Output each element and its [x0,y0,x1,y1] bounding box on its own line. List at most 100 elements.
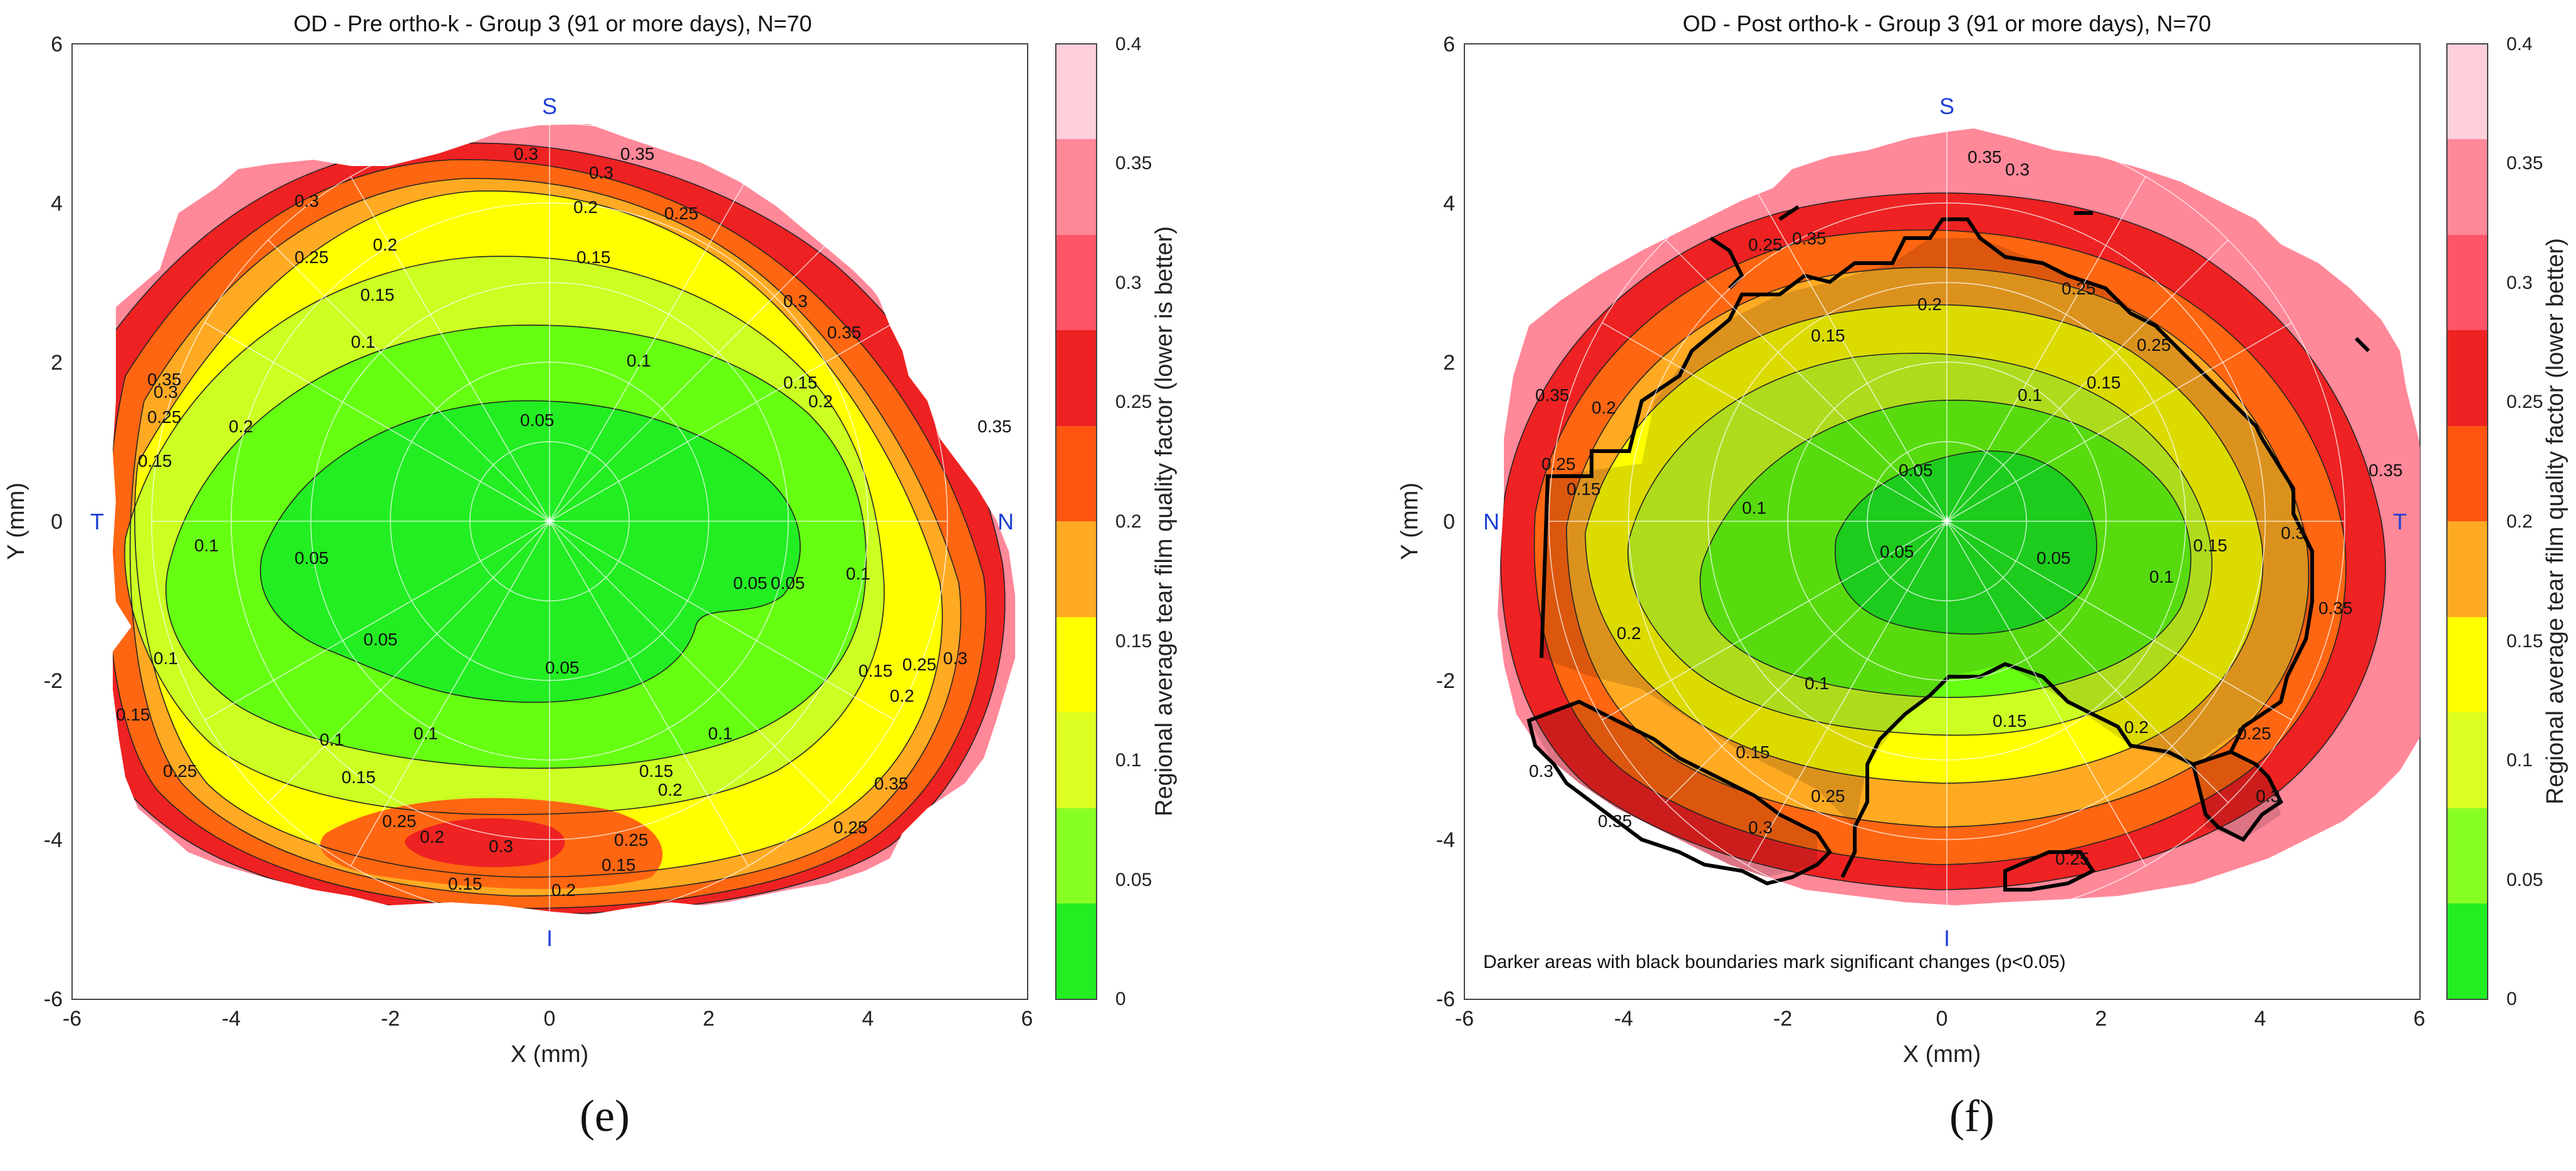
contour-label: 0.05 [1880,542,1914,561]
x-tick-label: 6 [1021,1007,1033,1031]
contour-label: 0.3 [2281,523,2305,543]
direction-inferior: I [1944,925,1950,951]
contour-label: 0.15 [138,451,172,471]
significance-boundary [1778,205,1800,221]
contour-label: 0.1 [154,648,178,668]
contour-label: 0.05 [545,658,580,677]
contour-label: 0.1 [627,351,651,370]
contour-line [113,142,1006,915]
significance-boundaries [1526,205,2370,892]
x-tick-label: 4 [862,1007,874,1031]
contour-label: 0.25 [163,761,197,781]
direction-temporal: T [90,509,104,534]
band-0-005 [260,400,801,702]
colorbar-tick: 0.4 [2506,34,2533,55]
y-tick-label: -6 [1436,987,1455,1011]
contour-label: 0.35 [1598,811,1632,831]
contour-label: 0.1 [846,564,870,583]
colorbar-label: Regional average tear film quality facto… [1151,226,1177,816]
colorbar-tick: 0.35 [2506,153,2543,174]
contour-label: 0.2 [1617,623,1641,643]
panel-label-e: (e) [580,1091,630,1141]
y-tick-label: -2 [1436,669,1455,693]
contour-line [1585,304,2263,784]
contour-label: 0.1 [1805,674,1829,693]
contour-label: 0.1 [708,724,733,743]
contour-line [1834,450,2097,635]
contour-label: 0.05 [295,548,329,568]
contour-label: 0.25 [664,204,699,223]
contour-label: 0.1 [351,332,375,351]
colorbar-tick: 0 [2506,989,2517,1009]
contour-label: 0.25 [902,655,937,674]
contour-label: 0.1 [414,724,438,743]
colorbar-band [1056,330,1097,426]
x-axis: -6 -4 -2 0 2 4 6 [1455,1007,2426,1031]
contour-label: 0.3 [943,648,967,668]
y-tick-label: 6 [1443,33,1455,56]
contour-label: 0.35 [2369,461,2403,480]
panel-label-f: (f) [1949,1091,1995,1141]
contour-label: 0.15 [639,761,674,781]
contour-label: 0.25 [1748,235,1783,254]
contour-labels: 0.05 0.05 0.05 0.05 0.05 0.05 0.1 0.1 0.… [116,144,1012,900]
contour-label: 0.15 [1811,326,1845,345]
x-tick-label: 2 [2095,1007,2107,1031]
contour-label: 0.15 [858,661,893,680]
contour-label: 0.25 [614,830,649,850]
x-axis: -6 -4 -2 0 2 4 6 [63,1007,1033,1031]
y-tick-label: -4 [1436,828,1455,852]
colorbar-band [2447,617,2488,712]
chart-title: OD - Post ortho-k - Group 3 (91 or more … [1682,11,2211,36]
significant-region-shade [1529,702,1817,877]
contour-label: 0.1 [2018,385,2042,405]
contour-label: 0.2 [890,686,914,705]
contour-label: 0.3 [2005,160,2030,179]
contour-label: 0.3 [2256,786,2280,806]
x-tick-label: -6 [1455,1007,1474,1031]
colorbar-tick: 0.25 [1115,392,1152,412]
contour-label: 0.15 [1736,742,1770,762]
colorbar-tick: 0.2 [2506,511,2533,532]
contour-line [1566,266,2310,828]
contour-label: 0.3 [783,291,808,311]
contour-line [1500,192,2386,890]
colorbar-tick: 0.25 [2506,392,2543,412]
colorbar-band [2447,903,2488,999]
contour-lines [1500,192,2386,890]
colorbar-tick: 0.3 [2506,273,2533,293]
colorbar-band [2447,139,2488,235]
contour-label: 0.1 [194,536,219,555]
y-tick-label: 0 [51,510,63,534]
y-tick-label: 4 [51,192,63,216]
contour-label: 0.15 [116,705,150,724]
colorbar-tick: 0.1 [1115,750,1142,771]
polar-spoke [204,322,895,721]
colorbar-tick: 0.4 [1115,34,1142,55]
contour-label: 0.25 [2055,849,2090,868]
polar-spoke [1602,322,2292,721]
contour-label: 0.1 [320,730,344,749]
contour-label: 0.25 [382,811,417,831]
colorbar-band [2447,521,2488,617]
contour-label: 0.25 [833,818,868,837]
contour-label: 0.15 [1567,479,1601,499]
contour-label: 0.05 [2036,548,2071,568]
contour-label: 0.2 [373,235,397,254]
colorbar-band [2447,712,2488,808]
colorbar-band [2447,808,2488,903]
direction-superior: S [1939,93,1954,119]
contour-label: 0.3 [1748,818,1773,837]
polar-grid [1548,123,2345,920]
colorbar-band [1056,903,1097,999]
contour-label: 0.3 [589,163,613,182]
contour-label: 0.2 [808,392,833,411]
x-tick-label: 2 [703,1007,715,1031]
contour-label: 0.15 [360,285,395,304]
contour-label: 0.2 [229,417,253,436]
polar-grid [151,123,948,920]
colorbar-band [2447,426,2488,521]
contour-label: 0.2 [2124,717,2149,737]
contour-label: 0.2 [1917,294,1942,314]
